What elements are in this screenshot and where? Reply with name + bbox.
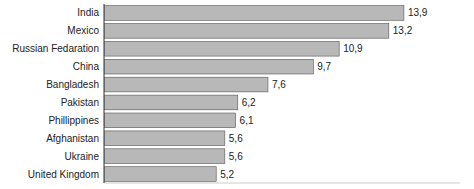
x-axis-line xyxy=(104,183,460,184)
data-label: 10,9 xyxy=(343,43,363,54)
y-tick-label: Ukraine xyxy=(65,151,100,162)
y-tick-label: Bangladesh xyxy=(46,79,99,90)
data-label: 5,2 xyxy=(220,169,234,180)
bar xyxy=(104,95,238,110)
bar xyxy=(104,131,225,146)
bar xyxy=(104,149,225,164)
data-label: 6,2 xyxy=(242,97,256,108)
bar xyxy=(104,113,236,128)
data-label: 5,6 xyxy=(229,151,243,162)
y-tick-labels: United Kingdom Ukraine Afghanistan Phillipp… xyxy=(12,7,99,179)
chart-svg: 5,2 5,6 5,6 6,1 6,2 7,6 9,7 10,9 13,2 13,9 United … xyxy=(0,0,474,189)
data-label: 9,7 xyxy=(317,61,331,72)
bar xyxy=(104,167,216,182)
y-axis-line xyxy=(104,4,105,183)
data-labels: 5,2 5,6 5,6 6,1 6,2 7,6 9,7 10,9 13,2 13,9 xyxy=(220,7,428,179)
bars xyxy=(104,6,404,182)
bar xyxy=(104,24,389,39)
y-tick-label: Phillippines xyxy=(48,115,99,126)
data-label: 13,9 xyxy=(408,7,428,18)
y-tick-label: Russian Fedaration xyxy=(12,43,99,54)
data-label: 13,2 xyxy=(393,25,413,36)
bar xyxy=(104,59,313,74)
y-tick-label: United Kingdom xyxy=(28,169,99,180)
bar xyxy=(104,77,268,92)
bar xyxy=(104,6,404,21)
y-tick-label: Afghanistan xyxy=(46,133,99,144)
data-label: 6,1 xyxy=(240,115,254,126)
bar xyxy=(104,41,339,56)
data-label: 5,6 xyxy=(229,133,243,144)
y-tick-label: Mexico xyxy=(67,25,99,36)
y-tick-label: China xyxy=(73,61,100,72)
data-label: 7,6 xyxy=(272,79,286,90)
y-tick-label: India xyxy=(77,7,99,18)
chart-container: 5,2 5,6 5,6 6,1 6,2 7,6 9,7 10,9 13,2 13,9 United … xyxy=(0,0,474,189)
y-tick-label: Pakistan xyxy=(61,97,99,108)
